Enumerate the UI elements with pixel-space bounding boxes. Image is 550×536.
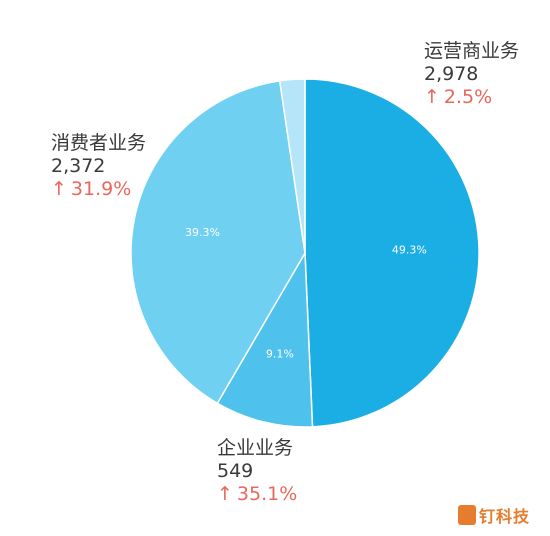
pie-slices [130,78,480,428]
slice-value: 2,978 [424,63,479,86]
slice-name: 企业业务 [217,437,294,459]
pie-slice [304,78,480,428]
slice-label-consumer-business: 消费者业务 2,372 ↑ 31.9% [51,132,146,202]
slice-value: 2,372 [51,155,106,178]
up-arrow-icon: ↑ [424,86,440,109]
slice-growth: ↑ 35.1% [217,483,297,506]
slice-percent-label: 49.3% [392,244,427,257]
slice-name: 消费者业务 [51,132,147,154]
slice-growth: ↑ 31.9% [51,178,146,201]
up-arrow-icon: ↑ [217,483,233,506]
logo-icon [458,505,476,525]
pie-slice [278,78,306,254]
pie-percent-labels: 49.3% 9.1% 39.3% [185,226,427,360]
up-arrow-icon: ↑ [51,178,67,201]
slice-label-enterprise-business: 企业业务 549 ↑ 35.1% [217,437,297,507]
growth-value: 31.9% [70,178,132,201]
growth-value: 2.5% [443,86,493,109]
slice-growth: ↑ 2.5% [424,86,519,109]
pie-slice [216,250,314,428]
slice-value: 549 [217,460,254,483]
watermark-logo: 钉科技 [458,502,544,528]
watermark-text: 钉科技 [479,507,531,526]
pie-slice [130,79,306,405]
slice-label-carrier-business: 运营商业务 2,978 ↑ 2.5% [424,40,519,110]
slice-percent-label: 39.3% [185,226,220,239]
slice-name: 运营商业务 [424,40,520,62]
growth-value: 35.1% [236,483,298,506]
slice-percent-label: 9.1% [266,347,294,360]
